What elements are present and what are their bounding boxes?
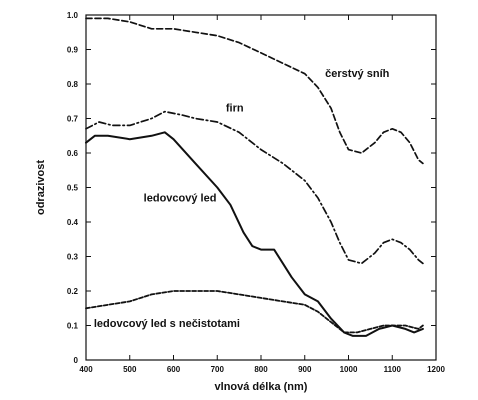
series-line-4 xyxy=(85,290,424,334)
y-tick-label: 0 xyxy=(74,356,79,365)
axes xyxy=(85,14,437,361)
x-tick-label: 1200 xyxy=(427,365,445,374)
y-axis-title: odrazivost xyxy=(35,160,47,215)
series-label-2: firn xyxy=(226,103,244,115)
series-label-4: ledovcový led s nečistotami xyxy=(94,318,240,330)
series-label-3: ledovcový led xyxy=(144,192,217,204)
y-tick-label: 0.3 xyxy=(67,253,79,262)
y-tick-label: 1.0 xyxy=(67,11,79,20)
x-tick-label: 500 xyxy=(123,365,137,374)
y-tick-label: 0.2 xyxy=(67,287,79,296)
x-tick-label: 900 xyxy=(298,365,312,374)
x-tick-label: 400 xyxy=(79,365,93,374)
y-tick-label: 0.1 xyxy=(67,322,79,331)
ticks: 400 500 600 700 800 900 1000 1100 1200 0 0.1 0.2 0.3… xyxy=(67,11,446,374)
series-line-1 xyxy=(85,17,424,165)
series-lines xyxy=(85,17,424,337)
x-tick-label: 800 xyxy=(254,365,268,374)
x-tick-label: 600 xyxy=(167,365,181,374)
series-line-3 xyxy=(85,131,424,337)
series-label-1: čerstvý sníh xyxy=(325,68,389,80)
y-tick-label: 0.7 xyxy=(67,115,79,124)
plot-frame xyxy=(85,14,437,361)
x-axis-title: vlnová délka (nm) xyxy=(215,381,308,393)
x-tick-label: 700 xyxy=(211,365,225,374)
series-line-2 xyxy=(85,110,424,265)
y-tick-label: 0.6 xyxy=(67,149,79,158)
y-tick-label: 0.8 xyxy=(67,80,79,89)
series-labels: čerstvý sníh firn ledovcový led ledovcový l… xyxy=(94,68,390,330)
x-tick-label: 1100 xyxy=(384,365,402,374)
y-tick-label: 0.4 xyxy=(67,218,79,227)
x-tick-label: 1000 xyxy=(340,365,358,374)
y-tick-label: 0.5 xyxy=(67,184,79,193)
y-tick-label: 0.9 xyxy=(67,46,79,55)
